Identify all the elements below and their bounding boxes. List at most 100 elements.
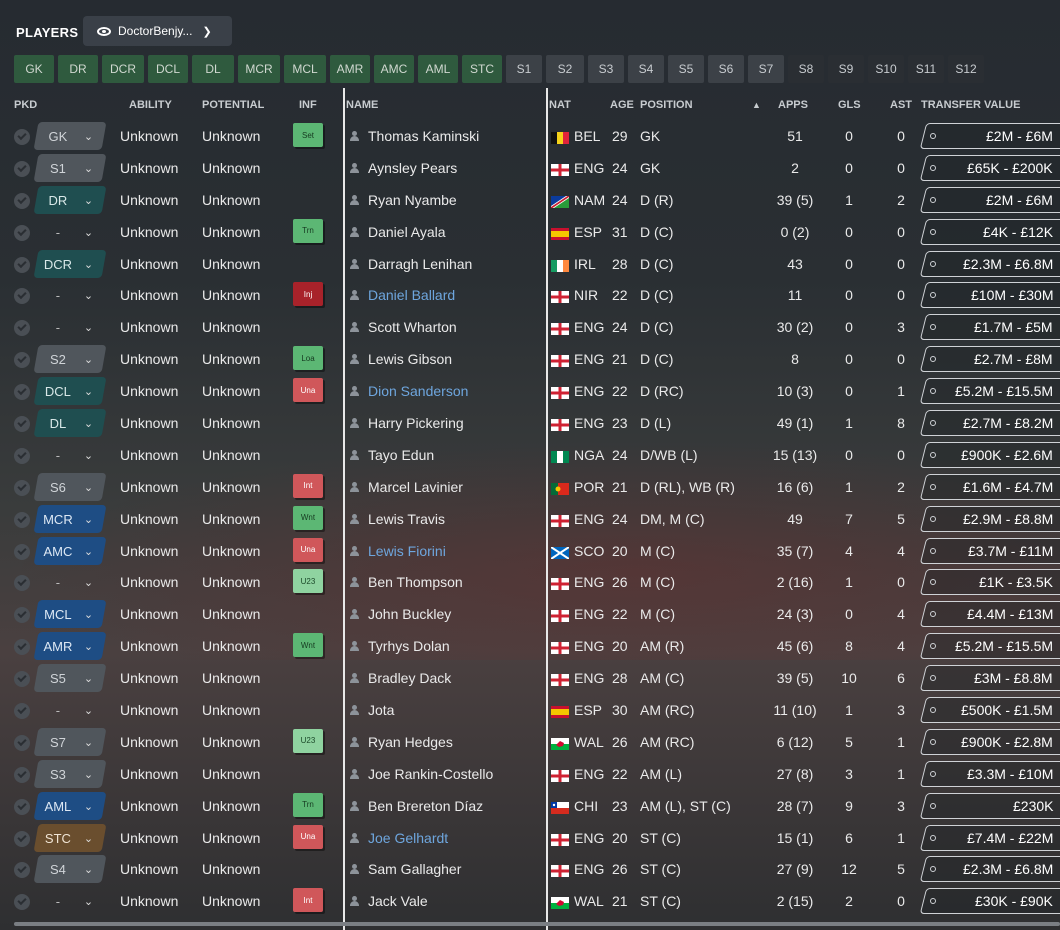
pkd-dropdown[interactable]: S6 ⌄ [33,472,107,501]
table-row[interactable]: - ⌄ Unknown Unknown Trn Daniel Ayala ESP 31 D (C… [0,216,1060,248]
player-name-link[interactable]: Marcel Lavinier [368,478,463,495]
transfer-value-box[interactable]: £2M - £6M [919,186,1060,213]
position-filter-gk[interactable]: GK [14,55,54,83]
info-badge[interactable]: Int [293,473,323,498]
transfer-value-box[interactable]: £500K - £1.5M [919,697,1060,724]
table-row[interactable]: DR ⌄ Unknown Unknown Ryan Nyambe NAM 24 D (R) 39… [0,184,1060,216]
transfer-value-box[interactable]: £2.3M - £6.8M [919,856,1060,883]
position-filter-dr[interactable]: DR [58,55,98,83]
table-row[interactable]: - ⌄ Unknown Unknown Tayo Edun NGA 24 D/WB (L) 15… [0,439,1060,471]
table-row[interactable]: S2 ⌄ Unknown Unknown Loa Lewis Gibson ENG 21 D (… [0,343,1060,375]
position-filter-s8[interactable]: S8 [788,55,824,83]
col-inf[interactable]: INF [299,99,317,111]
table-row[interactable]: DCR ⌄ Unknown Unknown Darragh Lenihan IRL 28 D … [0,248,1060,280]
transfer-value-box[interactable]: £10M - £30M [919,282,1060,309]
pkd-dropdown[interactable]: S2 ⌄ [33,345,107,374]
transfer-value-box[interactable]: £2M - £6M [919,123,1060,149]
transfer-value-box[interactable]: £2.7M - £8M [919,346,1060,373]
transfer-value-box[interactable]: £5.2M - £15.5M [919,633,1060,660]
info-badge[interactable]: Loa [293,346,323,371]
player-name-link[interactable]: Jack Vale [368,893,428,910]
position-filter-amr[interactable]: AMR [330,55,370,83]
pkd-dropdown[interactable]: - ⌄ [34,313,107,341]
pick-checkbox[interactable] [14,734,30,751]
transfer-value-box[interactable]: £7.4M - £22M [919,824,1060,851]
pkd-dropdown[interactable]: - ⌄ [34,568,107,596]
table-row[interactable]: DL ⌄ Unknown Unknown Harry Pickering ENG 23 D (… [0,407,1060,439]
pkd-dropdown[interactable]: GK ⌄ [33,122,107,150]
pkd-dropdown[interactable]: - ⌄ [34,281,107,309]
player-name-link[interactable]: Lewis Travis [368,510,446,527]
pick-checkbox[interactable] [14,511,30,528]
table-row[interactable]: AMR ⌄ Unknown Unknown Wnt Tyrhys Dolan ENG 20 AM… [0,630,1060,662]
pick-checkbox[interactable] [14,416,30,433]
pick-checkbox[interactable] [14,766,30,783]
player-name-link[interactable]: Thomas Kaminski [368,128,480,144]
table-row[interactable]: S5 ⌄ Unknown Unknown Bradley Dack ENG 28 AM (C)… [0,662,1060,694]
player-name-link[interactable]: Sam Gallagher [368,861,462,878]
player-name-link[interactable]: Harry Pickering [368,415,464,432]
transfer-value-box[interactable]: £2.7M - £8.2M [919,410,1060,437]
transfer-value-box[interactable]: £3M - £8.8M [919,665,1060,692]
transfer-value-box[interactable]: £1.6M - £4.7M [919,473,1060,500]
player-name-link[interactable]: Bradley Dack [368,670,452,687]
pkd-dropdown[interactable]: DR ⌄ [33,185,107,214]
pkd-dropdown[interactable]: AML ⌄ [33,791,107,820]
position-filter-aml[interactable]: AML [418,55,458,83]
transfer-value-box[interactable]: £1.7M - £5M [919,314,1060,341]
position-filter-s3[interactable]: S3 [588,55,624,83]
position-filter-s12[interactable]: S12 [948,55,984,83]
transfer-value-box[interactable]: £4K - £12K [919,218,1060,245]
player-name-link[interactable]: Aynsley Pears [368,159,458,176]
pick-checkbox[interactable] [14,575,30,592]
pick-checkbox[interactable] [14,830,30,847]
info-badge[interactable]: U23 [293,728,323,753]
pkd-dropdown[interactable]: S7 ⌄ [33,727,107,756]
player-name-link[interactable]: Dion Sanderson [368,383,469,400]
info-badge[interactable]: Inj [293,282,323,307]
transfer-value-box[interactable]: £900K - £2.8M [919,728,1060,755]
player-name-link[interactable]: Tayo Edun [368,446,435,463]
pick-checkbox[interactable] [14,352,30,369]
table-row[interactable]: GK ⌄ Unknown Unknown Set Thomas Kaminski BEL 29… [0,120,1060,152]
col-ability[interactable]: ABILITY [129,99,172,111]
pick-checkbox[interactable] [14,894,30,911]
position-filter-s2[interactable]: S2 [546,55,584,83]
position-filter-dcl[interactable]: DCL [148,55,188,83]
position-filter-stc[interactable]: STC [462,55,502,83]
table-row[interactable]: S7 ⌄ Unknown Unknown U23 Ryan Hedges WAL 26 AM (… [0,726,1060,758]
pkd-dropdown[interactable]: S3 ⌄ [33,759,107,788]
pick-checkbox[interactable] [14,256,30,273]
player-name-link[interactable]: Joe Gelhardt [368,829,449,846]
info-badge[interactable]: U23 [293,569,323,594]
pkd-dropdown[interactable]: DCL ⌄ [33,377,107,406]
position-filter-s1[interactable]: S1 [506,55,542,83]
pick-checkbox[interactable] [14,288,30,305]
pick-checkbox[interactable] [14,192,30,209]
table-row[interactable]: - ⌄ Unknown Unknown Inj Daniel Ballard NIR 22 D … [0,279,1060,311]
pkd-dropdown[interactable]: MCL ⌄ [33,600,107,629]
col-age[interactable]: AGE [610,99,634,111]
transfer-value-box[interactable]: £1K - £3.5K [919,569,1060,596]
col-apps[interactable]: APPS [778,99,808,111]
position-filter-s4[interactable]: S4 [628,55,664,83]
col-nat[interactable]: NAT [549,99,571,111]
pick-checkbox[interactable] [14,703,30,720]
pkd-dropdown[interactable]: - ⌄ [34,696,107,724]
position-filter-s6[interactable]: S6 [708,55,744,83]
table-row[interactable]: DCL ⌄ Unknown Unknown Una Dion Sanderson ENG 22… [0,375,1060,407]
info-badge[interactable]: Una [293,537,323,562]
transfer-value-box[interactable]: £30K - £90K [919,888,1060,915]
player-name-link[interactable]: John Buckley [368,606,452,623]
pick-checkbox[interactable] [14,320,30,337]
position-filter-amc[interactable]: AMC [374,55,414,83]
transfer-value-box[interactable]: £3.3M - £10M [919,760,1060,787]
column-divider[interactable] [343,88,345,930]
pick-checkbox[interactable] [14,160,30,177]
table-row[interactable]: S3 ⌄ Unknown Unknown Joe Rankin-Costello ENG 2… [0,758,1060,790]
pick-checkbox[interactable] [14,479,30,496]
player-name-link[interactable]: Jota [368,702,395,719]
table-row[interactable]: - ⌄ Unknown Unknown Jota ESP 30 AM (RC) 11 (10) 1… [0,694,1060,726]
pick-checkbox[interactable] [14,129,30,145]
table-row[interactable]: S4 ⌄ Unknown Unknown Sam Gallagher ENG 26 ST (C… [0,853,1060,885]
